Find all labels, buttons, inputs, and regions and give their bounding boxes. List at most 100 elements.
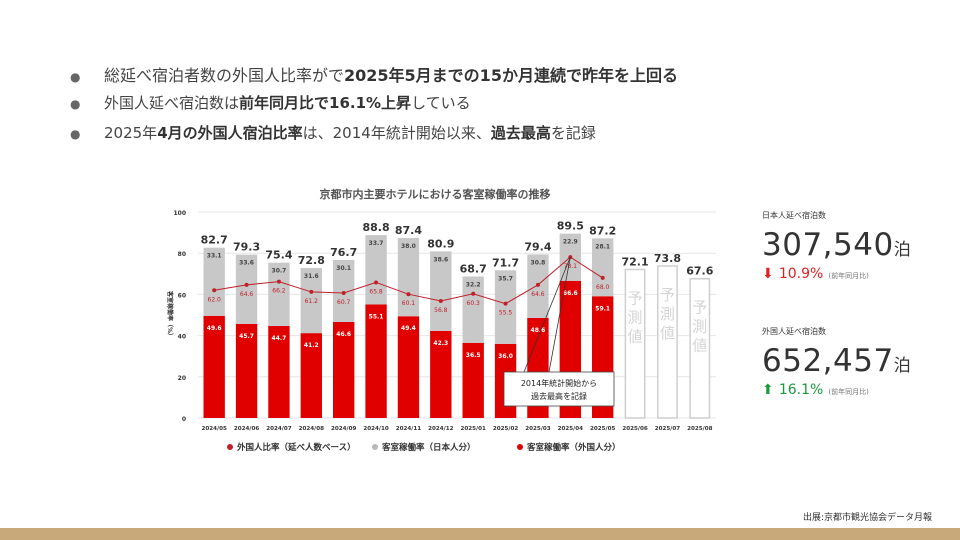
bar-foreign-label: 55.1 bbox=[369, 313, 384, 320]
ratio-point bbox=[438, 298, 443, 303]
y-tick-label: 0 bbox=[182, 416, 186, 423]
bar-japanese bbox=[203, 247, 225, 316]
ratio-point bbox=[309, 289, 314, 294]
bar-total-label: 72.8 bbox=[298, 254, 325, 267]
stat-label: 日本人延べ宿泊数 bbox=[762, 211, 826, 220]
chart-title: 京都市内主要ホテルにおける客室稼働率の推移 bbox=[320, 187, 551, 201]
ratio-label: 65.8 bbox=[369, 288, 383, 295]
bar-japanese-label: 38.0 bbox=[401, 243, 416, 250]
annotation-line1: 2014年統計開始から bbox=[521, 378, 597, 388]
bar-total-label: 89.5 bbox=[557, 220, 584, 233]
bullet-dot: ● bbox=[70, 97, 81, 111]
forecast-total-label: 72.1 bbox=[621, 255, 648, 268]
occupancy-chart: 京都市内主要ホテルにおける客室稼働率の推移 0 20 40 60 80 100 客室稼働率（%… bbox=[166, 187, 716, 453]
x-tick-label: 2024/09 bbox=[331, 426, 357, 432]
bar-japanese-label: 33.1 bbox=[207, 253, 222, 260]
forecast-label-char: 値 bbox=[692, 337, 707, 355]
x-tick-label: 2024/06 bbox=[234, 426, 260, 432]
legend-japanese-swatch bbox=[372, 444, 378, 450]
bar-japanese bbox=[397, 237, 420, 317]
legend-foreign-label: 客室稼働率（外国人分） bbox=[526, 442, 621, 453]
bar-foreign bbox=[430, 330, 452, 418]
ratio-label: 68.0 bbox=[596, 284, 610, 291]
x-tick-label: 2025/07 bbox=[655, 426, 681, 432]
bar-total-label: 76.7 bbox=[330, 246, 357, 259]
y-axis-label: 客室稼働率（%） bbox=[166, 290, 174, 339]
bar-japanese bbox=[462, 276, 484, 343]
bar-japanese bbox=[592, 238, 614, 297]
x-tick-label: 2024/08 bbox=[299, 426, 325, 432]
ratio-label: 66.2 bbox=[272, 288, 286, 295]
ratio-label: 60.1 bbox=[402, 300, 416, 307]
ratio-label: 64.6 bbox=[531, 291, 545, 298]
ratio-point bbox=[244, 282, 249, 287]
x-tick-label: 2025/01 bbox=[460, 426, 486, 432]
annotation-line2: 過去最高を記録 bbox=[531, 391, 587, 401]
bar-japanese-label: 30.8 bbox=[531, 259, 546, 266]
stat-unit: 泊 bbox=[893, 240, 911, 260]
ratio-point bbox=[276, 279, 281, 284]
legend-ratio-swatch bbox=[227, 444, 233, 450]
bar-foreign-label: 44.7 bbox=[272, 335, 287, 342]
bar-foreign-label: 41.2 bbox=[304, 342, 319, 349]
bar-foreign bbox=[203, 315, 225, 418]
bar-japanese-label: 30.7 bbox=[272, 268, 287, 275]
ratio-point bbox=[535, 282, 540, 287]
bar-foreign-label: 49.6 bbox=[207, 325, 222, 332]
bar-japanese-label: 33.7 bbox=[369, 240, 384, 247]
bar-total-label: 75.4 bbox=[265, 249, 292, 262]
x-tick-label: 2025/04 bbox=[558, 426, 584, 432]
bar-total-label: 79.4 bbox=[524, 240, 551, 253]
bar-japanese bbox=[430, 251, 452, 331]
stat-label: 外国人延べ宿泊数 bbox=[762, 327, 826, 336]
bar-japanese-label: 32.2 bbox=[466, 281, 481, 288]
bar-foreign bbox=[235, 323, 258, 418]
stat-unit: 泊 bbox=[893, 356, 911, 376]
forecast-label-char: 測 bbox=[628, 308, 643, 326]
annotation-pointer bbox=[548, 257, 571, 373]
bar-foreign-label: 45.7 bbox=[239, 333, 254, 340]
ratio-label: 78.1 bbox=[564, 263, 578, 270]
forecast-label-char: 予 bbox=[660, 286, 675, 304]
forecast-label-char: 値 bbox=[660, 324, 675, 342]
forecast-label-char: 測 bbox=[660, 305, 675, 323]
legend-japanese-label: 客室稼働率（日本人分） bbox=[381, 442, 476, 453]
forecast-bar bbox=[624, 268, 646, 419]
stat-change: 16.1% bbox=[778, 382, 824, 398]
ratio-label: 56.8 bbox=[434, 307, 448, 314]
x-tick-label: 2025/02 bbox=[493, 426, 519, 432]
bullet-text: 総延べ宿泊者数の外国人比率がで2025年5月までの15か月連続で昨年を上回る bbox=[104, 66, 678, 85]
bar-total-label: 68.7 bbox=[460, 262, 487, 275]
x-tick-label: 2024/12 bbox=[428, 426, 454, 432]
legend-foreign-swatch bbox=[517, 444, 523, 450]
forecast-bar bbox=[657, 265, 678, 419]
bullet-text: 2025年4月の外国人宿泊比率は、2014年統計開始以来、過去最高を記録 bbox=[104, 124, 596, 142]
bar-total-label: 80.9 bbox=[427, 237, 454, 250]
source-note: 出展:京都市観光協会データ月報 bbox=[802, 513, 932, 523]
x-tick-label: 2024/05 bbox=[201, 426, 227, 432]
bullet-list: ● 総延べ宿泊者数の外国人比率がで2025年5月までの15か月連続で昨年を上回る… bbox=[70, 62, 678, 152]
y-tick-label: 40 bbox=[178, 334, 186, 341]
legend-ratio-label: 外国人比率（延べ人数ベース） bbox=[236, 442, 356, 453]
bar-japanese-label: 30.1 bbox=[336, 265, 351, 272]
forecast-label-char: 予 bbox=[692, 299, 707, 317]
bullet-1: ● 総延べ宿泊者数の外国人比率がで2025年5月までの15か月連続で昨年を上回る bbox=[70, 62, 678, 92]
bar-total-label: 71.7 bbox=[492, 256, 519, 269]
ratio-label: 64.6 bbox=[240, 291, 254, 298]
stat-change-row: ⬇ 10.9% (前年同月比) bbox=[762, 263, 911, 282]
ratio-label: 62.0 bbox=[208, 296, 222, 303]
bar-total-label: 79.3 bbox=[233, 241, 260, 254]
bar-foreign bbox=[268, 325, 290, 418]
forecast-total-label: 73.8 bbox=[654, 252, 681, 265]
stat-change: 10.9% bbox=[778, 266, 824, 282]
x-tick-label: 2024/07 bbox=[266, 426, 292, 432]
ratio-point bbox=[212, 288, 217, 293]
bar-japanese-label: 33.6 bbox=[239, 260, 254, 267]
bar-total-label: 87.2 bbox=[589, 224, 616, 237]
y-tick-label: 20 bbox=[178, 375, 186, 382]
stat-japanese: 日本人延べ宿泊数 307,540泊 ⬇ 10.9% (前年同月比) bbox=[762, 210, 911, 282]
stat-value: 652,457 bbox=[762, 343, 894, 379]
bar-foreign-label: 49.4 bbox=[401, 325, 416, 332]
bar-japanese bbox=[300, 268, 322, 334]
bullet-3: ● 2025年4月の外国人宿泊比率は、2014年統計開始以来、過去最高を記録 bbox=[70, 122, 678, 152]
